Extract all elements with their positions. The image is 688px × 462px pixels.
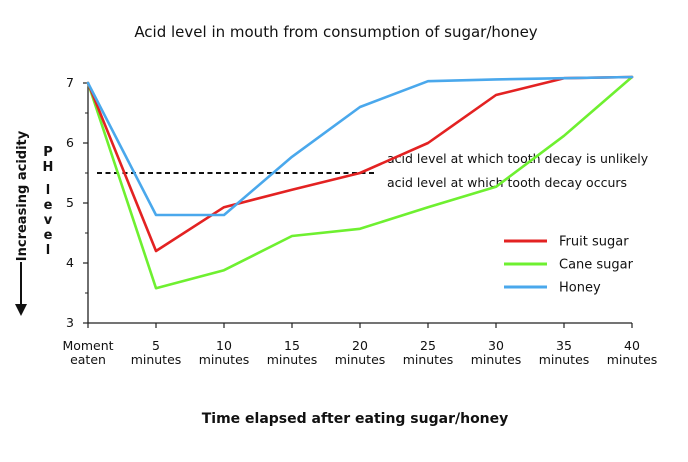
- x-tick-label: minutes: [131, 352, 182, 367]
- x-tick-label: 20: [352, 338, 368, 353]
- x-tick-label: minutes: [471, 352, 522, 367]
- chart-title: Acid level in mouth from consumption of …: [134, 23, 537, 41]
- legend-label: Fruit sugar: [559, 235, 629, 250]
- ph-level-letter: H: [43, 160, 54, 175]
- reference-label-below: acid level at which tooth decay occurs: [387, 175, 627, 190]
- y-tick-label: 6: [66, 135, 74, 150]
- legend-label: Cane sugar: [559, 258, 634, 273]
- y-tick-label: 4: [66, 255, 74, 270]
- acidity-arrow-head-icon: [15, 304, 27, 316]
- x-tick-label: minutes: [199, 352, 250, 367]
- x-tick-label: eaten: [70, 352, 106, 367]
- y-tick-label: 5: [66, 195, 74, 210]
- ph-level-letter: e: [44, 228, 53, 243]
- x-tick-label: 25: [420, 338, 436, 353]
- ph-level-letter: l: [46, 243, 50, 258]
- legend-label: Honey: [559, 281, 601, 296]
- reference-label-above: acid level at which tooth decay is unlik…: [387, 151, 649, 166]
- x-tick-label: 5: [152, 338, 160, 353]
- reference-line-group: acid level at which tooth decay is unlik…: [97, 151, 649, 190]
- x-tick-label: minutes: [335, 352, 386, 367]
- ph-level-letter: P: [43, 145, 53, 160]
- axes: 34567Momenteaten5minutes10minutes15minut…: [62, 75, 657, 367]
- x-tick-label: minutes: [267, 352, 318, 367]
- x-axis-label: Time elapsed after eating sugar/honey: [202, 411, 509, 427]
- series-group: [86, 75, 634, 290]
- ph-level-letter: e: [44, 198, 53, 213]
- x-tick-label: minutes: [607, 352, 658, 367]
- x-tick-label: Moment: [62, 338, 113, 353]
- y-tick-label: 3: [66, 315, 74, 330]
- x-tick-label: minutes: [403, 352, 454, 367]
- ph-level-letter: v: [44, 213, 53, 228]
- x-tick-label: 30: [488, 338, 504, 353]
- x-tick-label: minutes: [539, 352, 590, 367]
- legend: Fruit sugar Cane sugar Honey: [504, 235, 634, 296]
- y-axis-label: Increasing acidity: [15, 130, 30, 261]
- series-line-cane-sugar: [86, 75, 634, 290]
- y-tick-label: 7: [66, 75, 74, 90]
- series-line-fruit-sugar: [86, 75, 634, 253]
- series-line-honey: [86, 75, 634, 217]
- ph-level-letter: l: [46, 183, 50, 198]
- x-tick-label: 35: [556, 338, 572, 353]
- x-tick-label: 10: [216, 338, 232, 353]
- x-tick-label: 15: [284, 338, 300, 353]
- x-tick-label: 40: [624, 338, 640, 353]
